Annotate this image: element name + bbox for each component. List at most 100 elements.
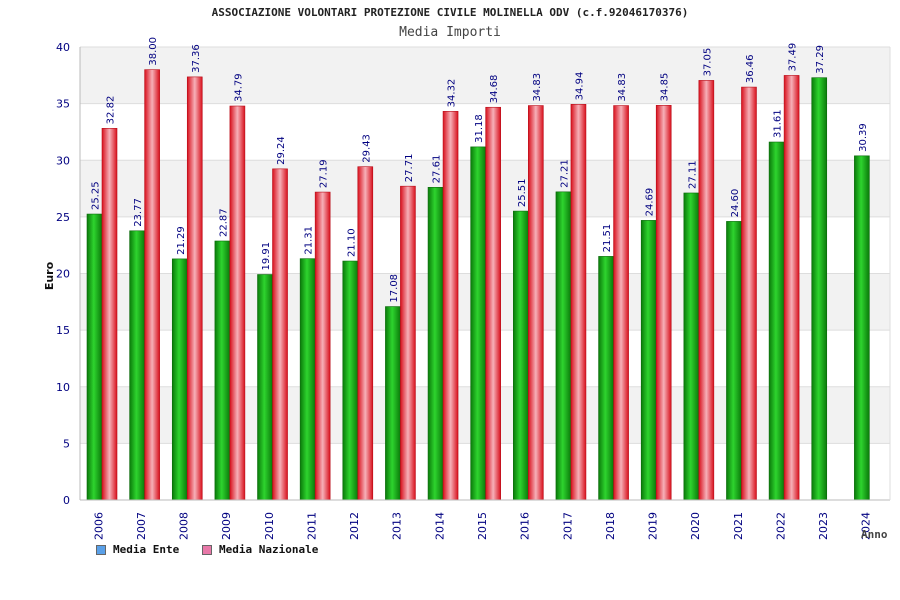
legend-item-media-nazionale: Media Nazionale (202, 543, 318, 556)
x-tick-label-2016: 2016 (519, 512, 532, 540)
y-axis-label: Euro (43, 261, 56, 290)
data-label-ente-2019: 24.69 (645, 188, 656, 217)
y-tick-label: 30 (56, 154, 70, 167)
x-tick-label-2022: 2022 (774, 512, 787, 540)
axes (79, 47, 891, 501)
bar-media-ente-2014 (427, 187, 444, 501)
data-label-ente-2014: 27.61 (432, 155, 443, 184)
data-label-nazionale-2020: 37.05 (702, 48, 713, 77)
data-label-ente-2023: 37.29 (815, 45, 826, 74)
bar-media-nazionale-2008 (186, 76, 203, 501)
x-tick-label-2007: 2007 (135, 512, 148, 540)
x-tick-label-2009: 2009 (220, 512, 233, 540)
data-label-ente-2012: 21.10 (346, 228, 357, 257)
bar-media-nazionale-2021 (741, 86, 757, 501)
y-ticks: 0 5 10 15 20 25 30 35 40 (56, 41, 70, 507)
data-label-nazionale-2008: 37.36 (191, 44, 202, 73)
x-tick-label-2024: 2024 (860, 512, 873, 540)
data-labels: 25.25 32.82 23.77 38.00 21.29 37.36 22.87 34.79… (91, 37, 869, 303)
bar-media-nazionale-2010 (272, 168, 288, 501)
bar-media-ente-2024 (854, 155, 870, 501)
x-tick-label-2017: 2017 (561, 512, 574, 540)
bar-media-ente-2017 (555, 191, 572, 501)
bar-media-nazionale-2019 (655, 105, 672, 501)
y-tick-label: 25 (56, 211, 70, 224)
bar-media-nazionale-2018 (613, 105, 629, 501)
data-label-ente-2015: 31.18 (474, 114, 485, 143)
data-label-nazionale-2007: 38.00 (148, 37, 159, 66)
bar-media-ente-2008 (171, 258, 188, 501)
data-label-ente-2011: 21.31 (304, 226, 315, 255)
y-tick-label: 10 (56, 381, 70, 394)
data-label-ente-2009: 22.87 (218, 208, 229, 237)
y-tick-label: 0 (63, 494, 70, 507)
data-label-nazionale-2021: 36.46 (745, 54, 756, 83)
bar-media-ente-2010 (257, 274, 273, 501)
y-tick-label: 15 (56, 324, 70, 337)
legend-swatch-ente (96, 544, 106, 555)
data-label-ente-2022: 31.61 (773, 109, 784, 138)
x-tick-label-2010: 2010 (263, 512, 276, 540)
data-label-nazionale-2012: 29.43 (361, 134, 372, 163)
bars (86, 69, 870, 501)
x-tick-label-2008: 2008 (178, 512, 191, 540)
x-tick-label-2014: 2014 (433, 512, 446, 540)
bar-media-nazionale-2015 (485, 106, 501, 501)
x-tick-label-2021: 2021 (732, 512, 745, 540)
bar-media-ente-2011 (299, 258, 316, 501)
bar-media-ente-2021 (726, 221, 742, 501)
bar-media-nazionale-2020 (698, 80, 715, 501)
bar-media-ente-2013 (385, 306, 401, 501)
data-label-ente-2017: 27.21 (559, 159, 570, 188)
data-label-nazionale-2017: 34.94 (574, 72, 585, 101)
bar-media-nazionale-2014 (442, 111, 459, 501)
chart-subtitle: Media Importi (399, 25, 501, 40)
y-tick-label: 5 (63, 437, 70, 450)
data-label-nazionale-2015: 34.68 (489, 75, 500, 104)
data-label-ente-2006: 25.25 (91, 181, 102, 210)
data-label-nazionale-2009: 34.79 (233, 73, 244, 102)
data-label-ente-2021: 24.60 (730, 189, 741, 218)
bar-media-nazionale-2016 (528, 105, 544, 501)
bar-media-ente-2018 (598, 256, 614, 501)
bar-media-nazionale-2013 (400, 185, 416, 501)
bar-media-ente-2007 (129, 230, 145, 501)
data-label-ente-2008: 21.29 (176, 226, 187, 255)
legend-label-nazionale: Media Nazionale (219, 543, 319, 556)
bar-media-ente-2012 (342, 260, 359, 501)
bar-media-nazionale-2012 (357, 166, 374, 501)
data-label-nazionale-2022: 37.49 (788, 43, 799, 72)
bar-media-nazionale-2017 (570, 104, 587, 501)
bar-media-ente-2019 (640, 220, 657, 501)
x-tick-label-2020: 2020 (689, 512, 702, 540)
legend-swatch-nazionale (202, 544, 212, 555)
data-label-nazionale-2016: 34.83 (532, 73, 543, 102)
data-label-ente-2010: 19.91 (261, 242, 272, 271)
data-label-ente-2024: 30.39 (858, 123, 869, 152)
bar-media-ente-2006 (86, 213, 103, 501)
x-tick-label-2013: 2013 (391, 512, 404, 540)
x-axis-label: Anno (861, 528, 888, 541)
data-label-nazionale-2010: 29.24 (276, 136, 287, 165)
x-tick-label-2011: 2011 (305, 512, 318, 540)
data-label-ente-2016: 25.51 (517, 178, 528, 207)
data-label-nazionale-2013: 27.71 (404, 154, 415, 183)
legend-label-ente: Media Ente (113, 543, 180, 556)
data-label-nazionale-2018: 34.83 (617, 73, 628, 102)
bar-media-ente-2022 (768, 141, 785, 501)
bar-media-nazionale-2009 (229, 105, 246, 501)
data-label-nazionale-2011: 27.19 (319, 159, 330, 188)
bar-media-ente-2023 (811, 77, 828, 501)
bar-media-ente-2020 (683, 192, 700, 501)
x-tick-label-2019: 2019 (647, 512, 660, 540)
data-label-nazionale-2006: 32.82 (106, 96, 117, 125)
legend-item-media-ente: Media Ente (96, 543, 179, 556)
x-tick-label-2012: 2012 (348, 512, 361, 540)
x-tick-label-2006: 2006 (92, 512, 105, 540)
x-tick-label-2015: 2015 (476, 512, 489, 540)
bar-media-nazionale-2007 (144, 69, 160, 501)
data-label-ente-2013: 17.08 (389, 274, 400, 303)
data-label-ente-2020: 27.11 (687, 160, 698, 189)
bar-media-nazionale-2011 (314, 191, 331, 501)
